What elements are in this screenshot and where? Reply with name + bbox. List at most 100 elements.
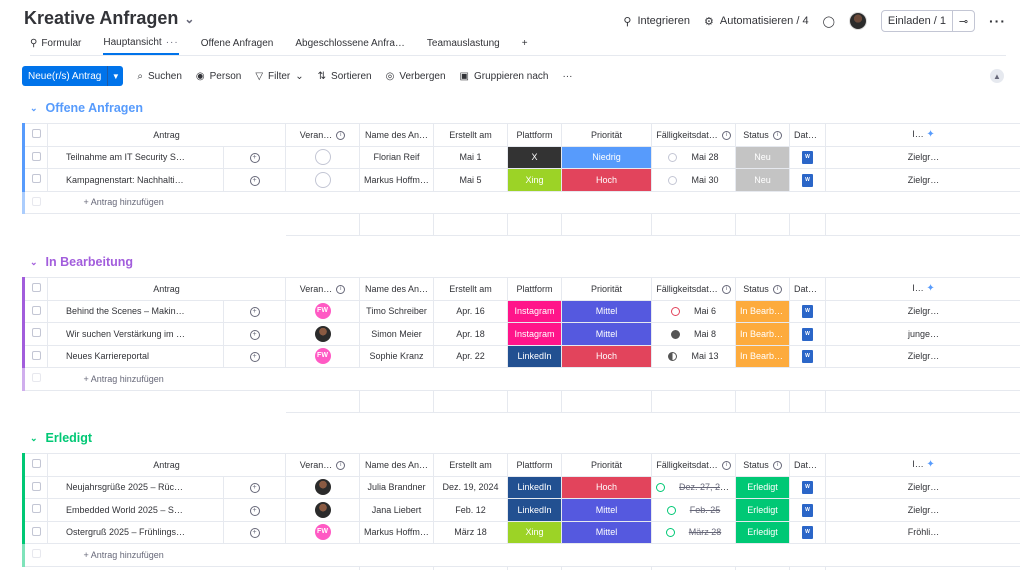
due-cell[interactable]: Mai 13 (651, 345, 736, 368)
search-button[interactable]: ⌕ Suchen (137, 71, 182, 82)
person-avatar[interactable] (314, 479, 331, 496)
col-platform[interactable]: Plattform (507, 123, 562, 147)
tab-teamauslastung[interactable]: Teamauslastung (427, 36, 500, 55)
user-avatar[interactable] (848, 12, 867, 30)
chevron-down-icon[interactable]: ⌄ (30, 102, 38, 113)
chat-icon[interactable]: ◯ (822, 15, 835, 28)
word-doc-icon[interactable]: W (802, 327, 813, 341)
word-doc-icon[interactable]: W (802, 151, 813, 165)
col-due[interactable]: Fälligkeitsdat… i (651, 453, 736, 477)
platform-cell[interactable]: LinkedIn (507, 498, 562, 522)
updates-cell[interactable]: + (223, 521, 286, 544)
owner-cell[interactable]: FW (285, 521, 360, 544)
table-row[interactable]: Wir suchen Verstärkung im … + Simon Meie… (22, 322, 1020, 346)
person-avatar-initials[interactable]: FW (314, 348, 331, 365)
updates-cell[interactable]: + (223, 146, 286, 169)
owner-cell[interactable] (285, 168, 360, 192)
col-files[interactable]: Dateien (789, 277, 826, 301)
info-icon[interactable]: i (721, 130, 731, 140)
status-cell[interactable]: In Bearbeitung (735, 345, 790, 368)
antrag-cell[interactable]: Neujahrsgrüße 2025 – Rüc… (47, 476, 224, 499)
person-filter-button[interactable]: ◉ Person (196, 71, 241, 82)
col-created[interactable]: Erstellt am (433, 453, 508, 477)
priority-cell[interactable]: Mittel (561, 300, 652, 323)
empty-person-icon[interactable] (314, 171, 331, 188)
collapse-header-icon[interactable]: ▲ (990, 69, 1004, 83)
hide-button[interactable]: ◎ Verbergen (386, 71, 446, 82)
status-cell[interactable]: In Bearbeitung (735, 300, 790, 323)
group-header[interactable]: ⌄ In Bearbeitung (30, 252, 1020, 272)
files-cell[interactable]: W (789, 322, 826, 346)
due-cell[interactable]: Mai 30 (651, 168, 736, 192)
add-update-icon[interactable]: + (249, 528, 260, 539)
antrag-cell[interactable]: Behind the Scenes – Makin… (47, 300, 224, 323)
due-cell[interactable]: Feb. 25 (651, 498, 736, 522)
platform-cell[interactable]: LinkedIn (507, 476, 562, 499)
info-icon[interactable]: i (772, 284, 782, 294)
col-name[interactable]: Name des An… (359, 123, 434, 147)
name-cell[interactable]: Markus Hoffma… (359, 521, 434, 544)
table-row[interactable]: Teilnahme am IT Security S… + Florian Re… (22, 146, 1020, 169)
col-platform[interactable]: Plattform (507, 453, 562, 477)
checkbox[interactable] (31, 504, 41, 514)
col-created[interactable]: Erstellt am (433, 277, 508, 301)
filter-button[interactable]: ▽ Filter ⌄ (255, 71, 303, 82)
chevron-down-icon[interactable]: ▼ (107, 66, 123, 86)
updates-cell[interactable]: + (223, 498, 286, 522)
ai-cell[interactable]: Zielgr… (825, 476, 1020, 499)
col-priority[interactable]: Priorität (561, 277, 652, 301)
col-ai[interactable]: I… ✦ (825, 123, 1020, 147)
updates-cell[interactable]: + (223, 345, 286, 368)
info-icon[interactable]: i (336, 130, 346, 140)
col-due[interactable]: Fälligkeitsdat… i (651, 123, 736, 147)
col-priority[interactable]: Priorität (561, 453, 652, 477)
due-cell[interactable]: Mai 6 (651, 300, 736, 323)
due-cell[interactable]: Mai 28 (651, 146, 736, 169)
table-row[interactable]: Neujahrsgrüße 2025 – Rüc… + Julia Brandn… (22, 476, 1020, 499)
platform-cell[interactable]: X (507, 146, 562, 169)
ai-cell[interactable]: Zielgr… (825, 168, 1020, 192)
group-by-button[interactable]: ▣ Gruppieren nach (460, 71, 549, 82)
due-cell[interactable]: März 28 (651, 521, 736, 544)
row-checkbox-cell[interactable] (22, 322, 48, 346)
table-row[interactable]: Neues Karriereportal + FW Sophie Kranz A… (22, 345, 1020, 368)
owner-cell[interactable] (285, 476, 360, 499)
table-row[interactable]: Behind the Scenes – Makin… + FW Timo Sch… (22, 300, 1020, 323)
status-cell[interactable]: Erledigt (735, 521, 790, 544)
group-header[interactable]: ⌄ Erledigt (30, 428, 1020, 448)
col-status[interactable]: Status i (735, 453, 790, 477)
ai-cell[interactable]: junge… (825, 322, 1020, 346)
files-cell[interactable]: W (789, 521, 826, 544)
col-ai[interactable]: I… ✦ (825, 277, 1020, 301)
add-update-icon[interactable]: + (249, 175, 260, 186)
priority-cell[interactable]: Niedrig (561, 146, 652, 169)
col-veran[interactable]: Veran… i (285, 277, 360, 301)
files-cell[interactable]: W (789, 300, 826, 323)
col-name[interactable]: Name des An… (359, 453, 434, 477)
word-doc-icon[interactable]: W (802, 503, 813, 517)
select-all-checkbox[interactable] (22, 453, 48, 477)
antrag-cell[interactable]: Neues Karriereportal (47, 345, 224, 368)
col-antrag[interactable]: Antrag (47, 123, 286, 147)
name-cell[interactable]: Markus Hoffma… (359, 168, 434, 192)
row-checkbox-cell[interactable] (22, 498, 48, 522)
files-cell[interactable]: W (789, 146, 826, 169)
row-checkbox-cell[interactable] (22, 521, 48, 544)
checkbox[interactable] (31, 526, 41, 536)
platform-cell[interactable]: Instagram (507, 300, 562, 323)
chevron-down-icon[interactable]: ⌄ (30, 256, 38, 267)
name-cell[interactable]: Sophie Kranz (359, 345, 434, 368)
tab-more-icon[interactable]: ··· (165, 37, 179, 48)
antrag-cell[interactable]: Wir suchen Verstärkung im … (47, 322, 224, 346)
files-cell[interactable]: W (789, 476, 826, 499)
checkbox[interactable] (31, 328, 41, 338)
col-antrag[interactable]: Antrag (47, 277, 286, 301)
automate-button[interactable]: ⚙ Automatisieren / 4 (704, 15, 809, 28)
updates-cell[interactable]: + (223, 476, 286, 499)
name-cell[interactable]: Julia Brandner (359, 476, 434, 499)
col-files[interactable]: Dateien (789, 453, 826, 477)
status-cell[interactable]: Neu (735, 146, 790, 169)
platform-cell[interactable]: LinkedIn (507, 345, 562, 368)
table-row[interactable]: Ostergruß 2025 – Frühlings… + FW Markus … (22, 521, 1020, 544)
owner-cell[interactable] (285, 322, 360, 346)
